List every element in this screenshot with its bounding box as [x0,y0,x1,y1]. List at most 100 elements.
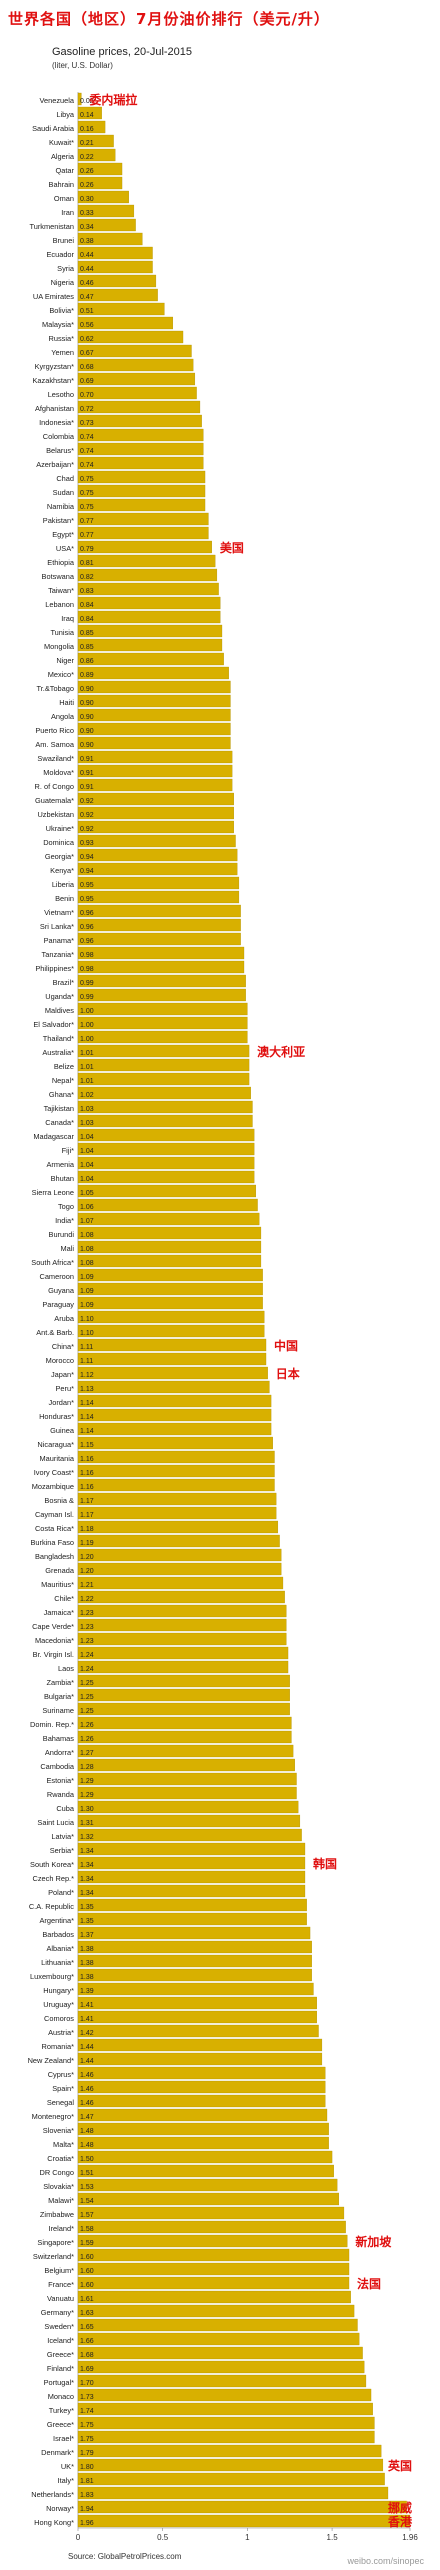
category-label: Portugal* [44,2378,75,2387]
value-label: 1.39 [80,1988,94,1995]
value-label: 1.60 [80,2254,94,2261]
value-label: 1.16 [80,1456,94,1463]
value-label: 0.91 [80,770,94,777]
category-label: Bosnia & [44,1496,74,1505]
value-label: 0.44 [80,252,94,259]
bar [77,526,209,540]
category-label: New Zealand* [28,2056,75,2065]
category-label: Hong Kong* [34,2518,74,2527]
bar [77,2206,345,2220]
bar [77,610,221,624]
category-label: Comoros [44,2014,74,2023]
category-label: Bhutan [51,1174,74,1183]
value-label: 0.99 [80,994,94,1001]
category-label: Chile* [54,1594,74,1603]
bar [77,1800,299,1814]
category-label: Mongolia [44,642,75,651]
category-label: Guyana [48,1286,75,1295]
bar [77,428,204,442]
value-label: 1.27 [80,1750,94,1757]
value-label: 1.01 [80,1050,94,1057]
value-label: 1.05 [80,1190,94,1197]
category-label: Paraguay [42,1300,74,1309]
category-label: Grenada [45,1566,75,1575]
category-label: Chad [56,474,74,483]
value-label: 1.07 [80,1218,94,1225]
category-label: Belgium* [44,2266,74,2275]
bar [77,708,231,722]
bar [77,1492,277,1506]
category-label: Namibia [47,502,75,511]
value-label: 1.04 [80,1176,94,1183]
category-label: Brazil* [53,978,74,987]
value-label: 1.00 [80,1008,94,1015]
category-label: Turkmenistan [30,222,75,231]
bar [77,694,231,708]
category-label: Burundi [49,1230,75,1239]
bar [77,1072,250,1086]
bar [77,904,241,918]
bar [77,1520,279,1534]
category-label: C.A. Republic [29,1902,74,1911]
value-label: 1.00 [80,1022,94,1029]
bar [77,120,106,134]
bar [77,1618,287,1632]
value-label: 1.69 [80,2366,94,2373]
value-label: 1.17 [80,1498,94,1505]
value-label: 1.01 [80,1078,94,1085]
category-label: Angola [51,712,75,721]
category-label: Brunei [53,236,75,245]
value-label: 0.82 [80,574,94,581]
bar [77,2262,350,2276]
value-label: 1.11 [80,1358,93,1365]
category-label: Kuwait* [49,138,74,147]
category-label: Azerbaijan* [36,460,74,469]
bar [77,2318,358,2332]
category-label: Benin [55,894,74,903]
category-label: Oman [54,194,74,203]
annotation-label: 中国 [274,1338,298,1353]
value-label: 1.59 [80,2240,94,2247]
bar [77,862,238,876]
bar [77,204,135,218]
bar [77,1940,312,1954]
bar [77,1576,284,1590]
bar [77,946,245,960]
bar [77,1842,306,1856]
category-label: Albania* [46,1944,74,1953]
annotation-label: 美国 [220,540,244,555]
value-label: 1.38 [80,1960,94,1967]
value-label: 0.95 [80,882,94,889]
category-label: Russia* [49,334,75,343]
bar [77,484,206,498]
value-label: 1.79 [80,2450,94,2457]
annotation-label: 日本 [276,1366,300,1381]
category-label: Monaco [48,2392,74,2401]
bar [77,1324,265,1338]
bar [77,890,240,904]
bar [77,2038,323,2052]
value-label: 0.22 [80,154,94,161]
value-label: 1.41 [80,2016,94,2023]
category-label: Qatar [56,166,75,175]
value-label: 1.14 [80,1400,94,1407]
bar [77,764,233,778]
value-label: 1.44 [80,2058,94,2065]
value-label: 0.90 [80,728,94,735]
value-label: 1.10 [80,1330,94,1337]
category-label: Colombia [43,432,75,441]
value-label: 0.94 [80,868,94,875]
bar [77,2458,384,2472]
bar [77,750,233,764]
category-label: Tajikistan [44,1104,74,1113]
value-label: 0.84 [80,602,94,609]
category-label: Dominica [43,838,75,847]
value-label: 0.72 [80,406,94,413]
value-label: 1.75 [80,2422,94,2429]
bar [77,540,212,554]
bar [77,358,194,372]
category-label: Zimbabwe [40,2210,74,2219]
category-label: Tunisia [50,628,74,637]
value-label: 1.03 [80,1106,94,1113]
category-label: Sierra Leone [32,1188,74,1197]
